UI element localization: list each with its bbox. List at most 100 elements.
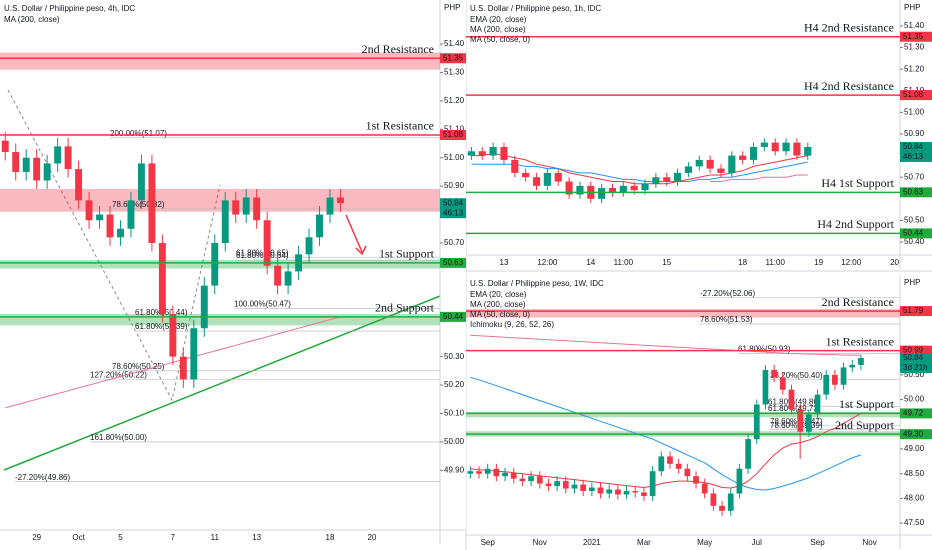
candle-body [43, 163, 51, 181]
candle-body [489, 146, 497, 156]
candle-body [717, 168, 725, 173]
level-label: H4 2nd Resistance [804, 20, 894, 34]
indicator-line [470, 334, 861, 356]
candle-body [467, 471, 474, 474]
price-tag [440, 311, 466, 322]
candle-body [562, 481, 569, 489]
indicator-line [471, 161, 808, 182]
chart-title: U.S. Dollar / Philippine peso, 4h, IDC [4, 4, 135, 13]
candle-body [117, 228, 124, 238]
y-tick-label: 49.00 [904, 444, 925, 453]
fib-label: 61.80%(49.73) [768, 404, 821, 413]
legend-entry: Ichimoku (9, 26, 52, 26) [470, 320, 554, 329]
x-tick-label: 15 [662, 258, 671, 267]
candle-body [484, 468, 491, 474]
candle-body [326, 197, 334, 215]
price-tag [900, 408, 932, 419]
price-tag-label: 50.84 [903, 353, 924, 362]
candle-body [33, 157, 41, 181]
candle-body [663, 177, 671, 182]
y-tick-label: 50.70 [904, 172, 925, 181]
y-tick-label: 50.50 [904, 216, 925, 225]
level-label: H4 2nd Resistance [804, 79, 894, 93]
x-tick-label: May [697, 538, 712, 547]
candle-body [106, 214, 114, 238]
candle-body [148, 163, 156, 243]
zone [0, 188, 440, 212]
candle-body [1, 140, 9, 153]
y-tick-label: 50.50 [904, 370, 925, 379]
candle-body [760, 142, 768, 147]
candle-body [736, 468, 743, 494]
x-tick-label: 12:00 [537, 258, 558, 267]
fib-label: 78.60%(50.25) [112, 362, 165, 371]
candle-body [242, 197, 250, 215]
price-tag [440, 53, 466, 64]
price-tag [900, 345, 932, 356]
price-tag-label: 50.44 [903, 228, 924, 237]
legend-entry: MA (200, close) [470, 25, 526, 34]
x-tick-label: 13 [500, 258, 509, 267]
candle-body [96, 214, 103, 221]
axis-area [900, 275, 932, 535]
candle-body [54, 146, 62, 164]
candle-body [814, 394, 821, 415]
currency-label: PHP [904, 3, 920, 12]
candle-body [500, 146, 508, 160]
level-label: 2nd Resistance [362, 42, 434, 56]
price-tag [900, 353, 932, 374]
currency-label: PHP [444, 3, 460, 12]
candle-body [545, 483, 552, 487]
candle-body [274, 265, 282, 286]
price-tag [900, 141, 932, 162]
x-tick-label: Sep [810, 538, 825, 547]
y-tick-label: 50.00 [904, 395, 925, 404]
legend-entry: EMA (20, close) [470, 290, 527, 299]
level-label: 1st Resistance [366, 119, 434, 133]
y-tick-label: 50.90 [444, 181, 465, 190]
candle-body [693, 476, 699, 484]
x-tick-label: Oct [72, 533, 85, 542]
price-tag-countdown: 3d 21h [903, 363, 927, 372]
fib-label: 61.80%(49.86) [768, 398, 821, 407]
candle-body [12, 152, 20, 172]
candle-body [190, 328, 198, 380]
y-tick-label: 50.30 [444, 352, 465, 361]
candle-body [598, 188, 606, 199]
zone [0, 314, 440, 326]
candle-body [849, 364, 856, 368]
trend-line [3, 295, 441, 471]
candle-body [710, 493, 717, 506]
fib-label: -27.20%(52.06) [700, 289, 755, 298]
x-tick-label: Sep [481, 538, 496, 547]
candle-body [623, 491, 630, 495]
candle-body [675, 463, 682, 469]
price-tag-countdown: 46:13 [443, 208, 464, 217]
candle-body [779, 377, 786, 390]
candle-body [554, 172, 562, 182]
legend-entry: MA (50, close, 0) [470, 35, 530, 44]
price-tag-label: 51.35 [903, 32, 924, 41]
candle-body [719, 505, 725, 511]
candle-body [200, 285, 208, 329]
candle-body [476, 471, 482, 474]
y-tick-label: 51.20 [904, 64, 925, 73]
y-tick-label: 50.00 [444, 437, 465, 446]
candle-body [649, 471, 656, 496]
y-tick-label: 51.30 [904, 43, 925, 52]
level-label: 2nd Support [375, 301, 435, 315]
x-tick-label: 7 [171, 533, 176, 542]
legend-entry: MA (50, close, 0) [470, 310, 530, 319]
candle-body [804, 146, 812, 156]
x-tick-label: 13 [252, 533, 261, 542]
candle-body [608, 188, 617, 193]
x-tick-label: 12:00 [841, 258, 862, 267]
level-label: 1st Support [839, 397, 895, 411]
price-tag-countdown: 46:13 [903, 152, 924, 161]
zone [466, 309, 900, 318]
price-tag-label: 51.08 [903, 90, 924, 99]
level-label: 2nd Support [835, 418, 895, 432]
candle-body [762, 369, 769, 405]
candle-body [615, 489, 621, 495]
y-tick-label: 50.90 [904, 129, 925, 138]
